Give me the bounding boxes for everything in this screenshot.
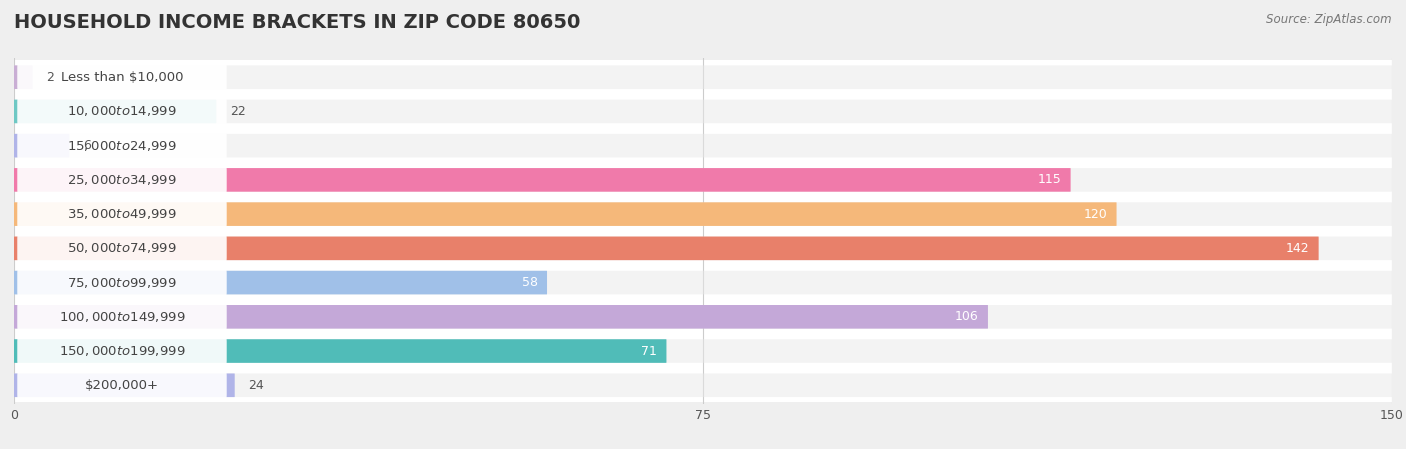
FancyBboxPatch shape: [14, 339, 1392, 363]
FancyBboxPatch shape: [14, 100, 217, 123]
FancyBboxPatch shape: [17, 131, 226, 160]
Text: 22: 22: [231, 105, 246, 118]
FancyBboxPatch shape: [17, 165, 226, 194]
Text: HOUSEHOLD INCOME BRACKETS IN ZIP CODE 80650: HOUSEHOLD INCOME BRACKETS IN ZIP CODE 80…: [14, 13, 581, 32]
Text: 24: 24: [249, 379, 264, 392]
FancyBboxPatch shape: [14, 374, 1392, 397]
Bar: [14, 368, 1392, 402]
Text: $100,000 to $149,999: $100,000 to $149,999: [59, 310, 186, 324]
Bar: [14, 299, 1392, 334]
FancyBboxPatch shape: [17, 336, 226, 365]
Text: $10,000 to $14,999: $10,000 to $14,999: [67, 105, 177, 119]
Text: 71: 71: [641, 344, 657, 357]
FancyBboxPatch shape: [14, 374, 235, 397]
FancyBboxPatch shape: [14, 305, 1392, 329]
FancyBboxPatch shape: [14, 100, 1392, 123]
FancyBboxPatch shape: [14, 305, 988, 329]
FancyBboxPatch shape: [14, 237, 1319, 260]
Text: 6: 6: [83, 139, 91, 152]
Text: 142: 142: [1285, 242, 1309, 255]
Text: $50,000 to $74,999: $50,000 to $74,999: [67, 242, 177, 255]
FancyBboxPatch shape: [14, 202, 1392, 226]
Bar: [14, 94, 1392, 128]
FancyBboxPatch shape: [17, 371, 226, 400]
FancyBboxPatch shape: [17, 234, 226, 263]
FancyBboxPatch shape: [14, 168, 1392, 192]
FancyBboxPatch shape: [17, 302, 226, 331]
Bar: [14, 128, 1392, 163]
FancyBboxPatch shape: [14, 271, 547, 295]
FancyBboxPatch shape: [17, 62, 226, 92]
Text: $150,000 to $199,999: $150,000 to $199,999: [59, 344, 186, 358]
Text: $15,000 to $24,999: $15,000 to $24,999: [67, 139, 177, 153]
FancyBboxPatch shape: [14, 237, 1392, 260]
Text: $25,000 to $34,999: $25,000 to $34,999: [67, 173, 177, 187]
FancyBboxPatch shape: [17, 268, 226, 297]
Text: Less than $10,000: Less than $10,000: [60, 70, 183, 84]
FancyBboxPatch shape: [14, 168, 1070, 192]
Bar: [14, 231, 1392, 265]
Text: Source: ZipAtlas.com: Source: ZipAtlas.com: [1267, 13, 1392, 26]
Text: 106: 106: [955, 310, 979, 323]
FancyBboxPatch shape: [14, 66, 1392, 89]
FancyBboxPatch shape: [14, 134, 1392, 158]
Text: 120: 120: [1084, 207, 1107, 220]
FancyBboxPatch shape: [17, 199, 226, 229]
FancyBboxPatch shape: [14, 134, 69, 158]
FancyBboxPatch shape: [14, 271, 1392, 295]
Bar: [14, 334, 1392, 368]
Bar: [14, 197, 1392, 231]
Bar: [14, 163, 1392, 197]
Text: 58: 58: [522, 276, 537, 289]
FancyBboxPatch shape: [17, 97, 226, 126]
Text: 115: 115: [1038, 173, 1062, 186]
Text: $75,000 to $99,999: $75,000 to $99,999: [67, 276, 177, 290]
Bar: [14, 265, 1392, 299]
Text: 2: 2: [46, 70, 53, 84]
Text: $35,000 to $49,999: $35,000 to $49,999: [67, 207, 177, 221]
FancyBboxPatch shape: [14, 202, 1116, 226]
Bar: [14, 60, 1392, 94]
FancyBboxPatch shape: [14, 339, 666, 363]
FancyBboxPatch shape: [14, 66, 32, 89]
Text: $200,000+: $200,000+: [84, 379, 159, 392]
